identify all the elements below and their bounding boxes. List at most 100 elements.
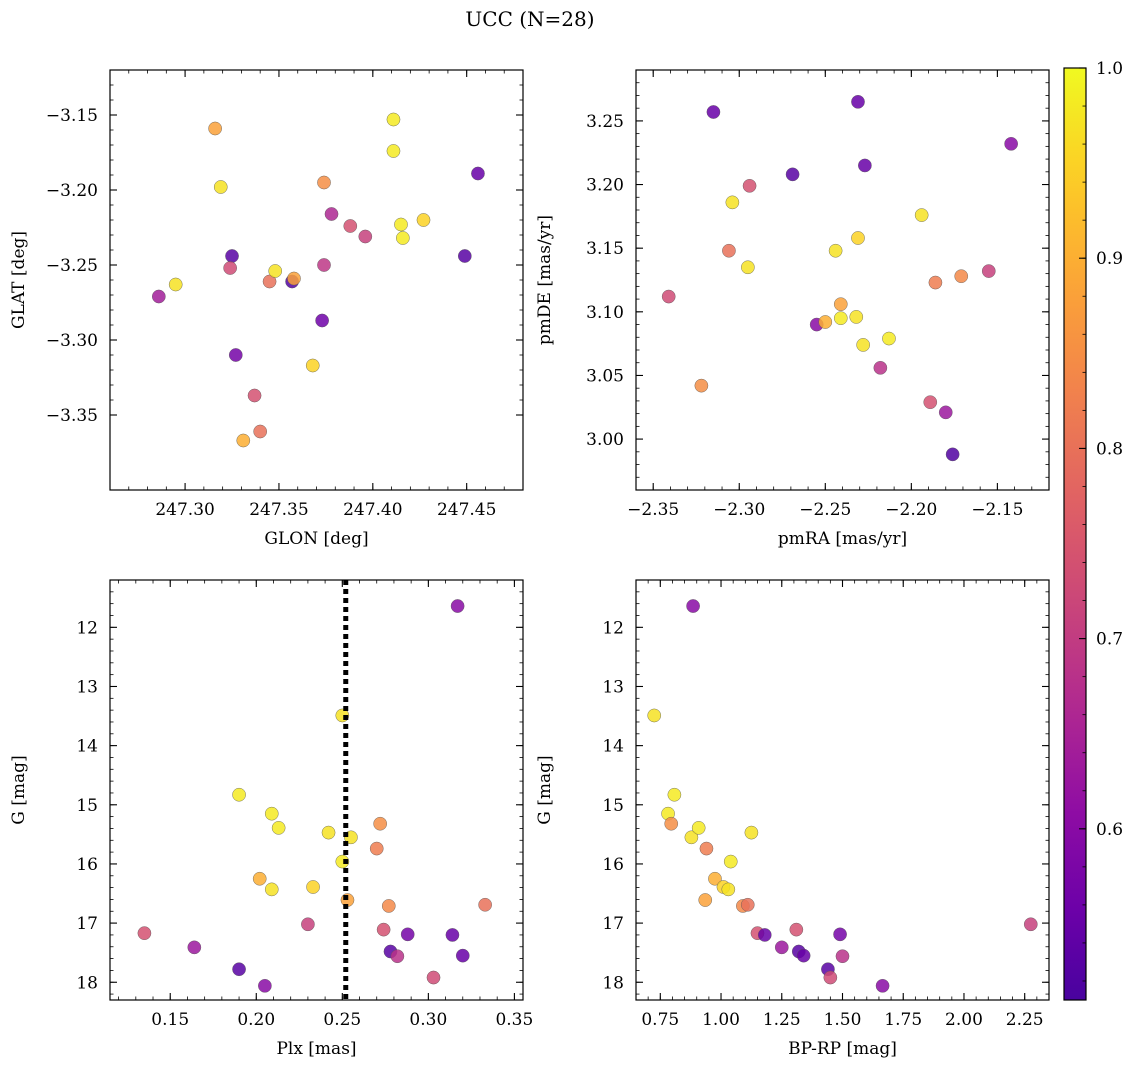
scatter-point xyxy=(757,928,772,942)
scatter-point xyxy=(833,311,848,325)
scatter-point xyxy=(268,264,283,278)
x-tick-label: 247.35 xyxy=(249,500,308,520)
subplot-3: 0.15 0.20 0.25 0.30 0.35 12 13 14 15 16 17 18 Plx [m… xyxy=(9,579,533,1059)
scatter-point xyxy=(938,405,953,420)
y-tick-label: 14 xyxy=(602,737,624,757)
scatter-point xyxy=(386,112,401,127)
scatter-point xyxy=(661,289,676,304)
panels: 247.30 247.35 247.40 247.45 −3.15 −3.20 −3.25 −… xyxy=(9,69,1050,1059)
scatter-point xyxy=(478,897,492,912)
colorbar-tick-label: 1.0 xyxy=(1096,59,1123,79)
scatter-point xyxy=(664,816,679,831)
scatter-point xyxy=(394,217,408,232)
scatter-point xyxy=(686,599,700,613)
scatter-point xyxy=(301,917,315,932)
colorbar-tick-label: 0.8 xyxy=(1096,439,1123,459)
scatter-point xyxy=(262,274,277,289)
scatter-point xyxy=(369,841,384,856)
scatter-points xyxy=(661,95,1018,462)
major-ticks xyxy=(110,70,523,490)
scatter-points xyxy=(647,599,1038,993)
scatter-point xyxy=(667,787,682,802)
y-tick-label: 14 xyxy=(76,737,98,757)
scatter-point xyxy=(264,806,279,821)
x-tick-label: −2.15 xyxy=(971,500,1023,520)
figure-title: UCC (N=28) xyxy=(465,7,594,31)
scatter-point xyxy=(708,871,722,886)
scatter-point xyxy=(1004,137,1018,151)
colorbar-tick-label: 0.7 xyxy=(1096,630,1123,650)
y-tick-label: 16 xyxy=(76,855,98,875)
scatter-point xyxy=(426,970,441,985)
scatter-point xyxy=(306,880,320,894)
scatter-point xyxy=(928,275,943,290)
scatter-point xyxy=(225,249,239,263)
y-tick-label: 15 xyxy=(602,796,624,816)
scatter-point xyxy=(858,158,872,173)
scatter-point xyxy=(208,121,222,136)
y-tick-label: 17 xyxy=(76,914,98,934)
colorbar-tick-label: 0.9 xyxy=(1096,249,1123,269)
scatter-point xyxy=(691,821,706,835)
scatter-point xyxy=(358,229,373,244)
colorbar-tick-label: 0.6 xyxy=(1096,820,1123,840)
scatter-point xyxy=(981,264,996,278)
major-ticks xyxy=(110,580,523,1000)
y-axis-label: GLAT [deg] xyxy=(9,231,29,329)
scatter-point xyxy=(264,882,279,897)
scatter-point xyxy=(471,166,485,181)
y-tick-label: 3.20 xyxy=(586,176,624,196)
scatter-point xyxy=(823,970,838,985)
scatter-point xyxy=(835,949,850,964)
x-tick-label: 1.00 xyxy=(702,1010,740,1030)
scatter-point xyxy=(324,207,339,221)
subplot-1: 247.30 247.35 247.40 247.45 −3.15 −3.20 −3.25 −… xyxy=(9,69,524,549)
x-axis-label: GLON [deg] xyxy=(264,529,368,549)
scatter-point xyxy=(252,871,267,886)
x-tick-label: 247.30 xyxy=(155,500,214,520)
major-ticks xyxy=(636,580,1049,1000)
scatter-point xyxy=(833,927,847,942)
x-tick-label: 0.30 xyxy=(409,1010,447,1030)
scatter-point xyxy=(744,825,759,840)
scatter-point xyxy=(228,348,243,362)
x-tick-label: −2.35 xyxy=(627,500,679,520)
y-tick-label: 12 xyxy=(76,618,98,638)
scatter-point xyxy=(223,261,237,275)
x-axis-label: Plx [mas] xyxy=(276,1039,356,1059)
y-tick-label: −3.15 xyxy=(46,106,98,126)
scatter-point xyxy=(232,787,246,802)
scatter-point xyxy=(390,949,405,964)
scatter-point xyxy=(376,922,391,937)
scatter-point xyxy=(317,175,331,190)
scatter-point xyxy=(305,358,320,373)
x-tick-label: 0.75 xyxy=(641,1010,679,1030)
scatter-point xyxy=(796,948,811,963)
scatter-point xyxy=(396,231,410,245)
x-axis-label: BP-RP [mag] xyxy=(788,1039,897,1059)
subplot-4: 0.75 1.00 1.25 1.50 1.75 2.00 2.25 12 13 14 15 16 17… xyxy=(535,579,1050,1059)
scatter-point xyxy=(450,599,465,613)
y-tick-label: 3.05 xyxy=(586,366,624,386)
scatter-point xyxy=(400,927,415,942)
x-axis-label: pmRA [mas/yr] xyxy=(778,529,907,549)
scatter-point xyxy=(247,388,262,403)
y-tick-label: −3.20 xyxy=(46,181,98,201)
subplot-2: −2.35 −2.30 −2.25 −2.20 −2.15 3.00 3.05 3.10 3.1… xyxy=(535,69,1050,549)
scatter-point xyxy=(741,260,755,275)
x-tick-label: −2.30 xyxy=(713,500,765,520)
scatter-point xyxy=(923,395,938,409)
scatter-point xyxy=(386,144,401,158)
scatter-point xyxy=(168,277,183,292)
scatter-point xyxy=(647,708,662,723)
scatter-point xyxy=(882,331,896,346)
y-tick-label: −3.25 xyxy=(46,256,98,276)
y-tick-label: 17 xyxy=(602,914,624,934)
x-tick-label: 2.25 xyxy=(1006,1010,1044,1030)
y-axis-label: pmDE [mas/yr] xyxy=(535,215,555,345)
scatter-point xyxy=(271,821,286,835)
scatter-point xyxy=(684,830,699,845)
x-tick-label: 0.15 xyxy=(151,1010,189,1030)
y-tick-label: 12 xyxy=(602,618,624,638)
x-tick-label: 0.35 xyxy=(495,1010,533,1030)
